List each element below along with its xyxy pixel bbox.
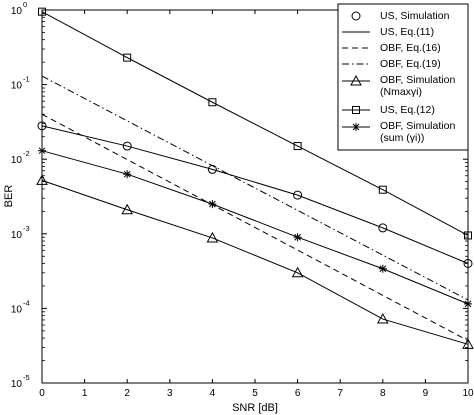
legend-label: OBF, Eq.(19)	[380, 58, 441, 70]
series-line	[41, 113, 469, 342]
legend-label: OBF, Simulation	[380, 74, 455, 86]
circle-marker	[351, 11, 361, 21]
triangle-marker	[350, 74, 362, 86]
triangle-marker	[206, 231, 219, 243]
star-marker	[464, 299, 472, 308]
legend-entry: OBF, Eq.(19)	[342, 58, 441, 70]
legend-entry: OBF, Simulation(sum (γi))	[342, 120, 455, 144]
x-tick-label: 7	[337, 388, 343, 399]
legend-entry: US, Eq.(12)	[342, 104, 435, 116]
y-tick-label: 10	[11, 6, 23, 17]
square-marker	[123, 53, 132, 62]
legend-label: OBF, Simulation	[380, 120, 455, 132]
y-tick-label: 10	[11, 81, 23, 92]
legend-entry: US, Eq.(11)	[342, 26, 434, 38]
legend-entry: US, Simulation	[351, 10, 450, 22]
legend-entry: OBF, Eq.(16)	[342, 42, 441, 54]
x-tick-label: 2	[124, 388, 130, 399]
series-4	[36, 174, 474, 349]
star-marker	[352, 123, 360, 131]
square-marker	[378, 185, 387, 194]
triangle-marker	[121, 203, 134, 215]
square-marker	[208, 98, 217, 107]
y-tick-exponent: -1	[23, 75, 30, 84]
star-marker	[378, 264, 387, 273]
star-marker	[123, 170, 132, 179]
legend: US, Simulation US, Eq.(11) OBF, Eq.(16) OBF…	[337, 3, 469, 151]
series-line	[41, 179, 469, 345]
y-tick-label: 10	[11, 379, 23, 390]
star-marker	[38, 146, 46, 155]
triangle-marker	[376, 313, 389, 324]
series-line	[41, 150, 469, 305]
circle-marker	[122, 141, 132, 151]
y-axis-label: BER	[3, 185, 15, 208]
x-tick-label: 10	[462, 388, 474, 399]
legend-box	[337, 3, 469, 151]
circle-marker	[37, 121, 47, 131]
square-marker	[38, 7, 46, 16]
circle-marker	[293, 190, 303, 200]
star-marker	[293, 233, 302, 242]
series-line	[41, 11, 469, 236]
x-tick-label: 8	[380, 388, 386, 399]
y-tick-exponent: 0	[23, 0, 27, 9]
legend-label: US, Eq.(12)	[380, 104, 435, 116]
circle-marker	[463, 258, 473, 268]
series-5	[38, 7, 472, 240]
series-group	[36, 7, 474, 349]
y-tick-exponent: -4	[23, 298, 30, 307]
x-tick-label: 0	[39, 388, 45, 399]
legend-entry: OBF, Simulation(Nmaxγi)	[342, 74, 455, 98]
legend-label: (Nmaxγi)	[380, 86, 422, 98]
square-marker	[293, 142, 302, 151]
y-tick-exponent: -3	[23, 224, 30, 233]
y-tick-exponent: -5	[23, 373, 30, 382]
series-1	[41, 125, 469, 264]
legend-label: US, Simulation	[380, 10, 450, 22]
x-tick-label: 3	[167, 388, 173, 399]
circle-marker	[378, 223, 388, 233]
square-marker	[352, 106, 360, 114]
triangle-marker	[462, 338, 474, 349]
square-marker	[464, 231, 472, 240]
legend-label: OBF, Eq.(16)	[380, 42, 441, 54]
series-6	[38, 146, 472, 308]
series-line	[41, 125, 469, 264]
series-2	[41, 113, 469, 342]
x-axis-label: SNR [dB]	[232, 402, 278, 414]
x-tick-label: 1	[82, 388, 88, 399]
triangle-marker	[36, 174, 48, 185]
x-tick-label: 4	[210, 388, 216, 399]
x-tick-label: 6	[295, 388, 301, 399]
triangle-marker	[291, 266, 304, 278]
y-tick-label: 10	[11, 155, 23, 166]
y-tick-label: 10	[11, 230, 23, 241]
x-tick-label: 5	[252, 388, 258, 399]
legend-label: (sum (γi))	[380, 132, 424, 144]
legend-label: US, Eq.(11)	[380, 26, 434, 38]
y-tick-exponent: -2	[23, 149, 30, 158]
x-tick-label: 9	[423, 388, 429, 399]
star-marker	[208, 200, 217, 209]
y-tick-label: 10	[11, 304, 23, 315]
